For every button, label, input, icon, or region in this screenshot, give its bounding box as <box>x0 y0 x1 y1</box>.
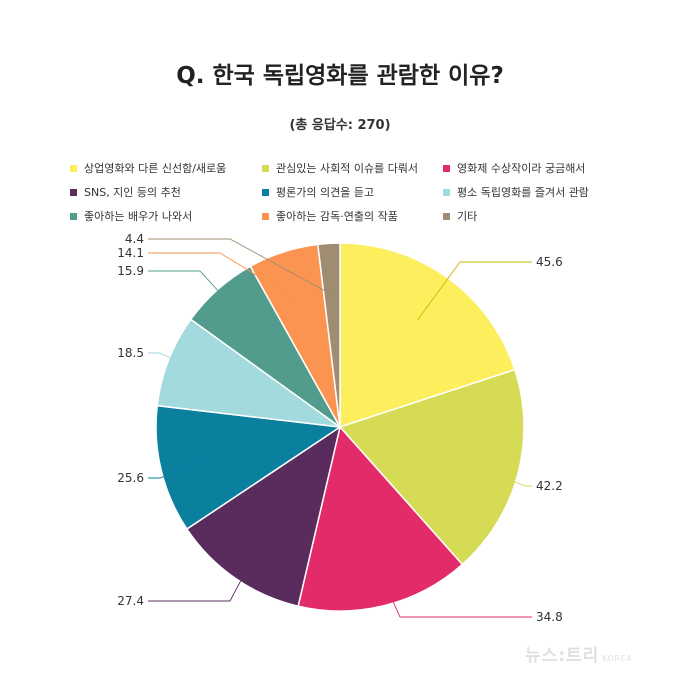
legend-item-6: 좋아하는 배우가 나와서 <box>70 208 192 224</box>
legend-swatch-7 <box>262 212 269 220</box>
legend-label-2: 영화제 수상작이라 궁금해서 <box>457 162 586 175</box>
chart-title: Q. 한국 독립영화를 관람한 이유? <box>176 63 504 89</box>
legend-item-7: 좋아하는 감독·연출의 작품 <box>262 208 398 224</box>
data-label-4: 25.6 <box>117 471 144 485</box>
watermark: 뉴스:트리 KOREA <box>525 641 632 666</box>
leader-line-7 <box>148 252 300 302</box>
watermark-sub-text: KOREA <box>602 654 632 663</box>
data-label-3: 27.4 <box>117 594 144 608</box>
legend-label-3: SNS, 지인 등의 추천 <box>84 186 181 199</box>
chart-subtitle: (총 응답수: 270) <box>289 118 391 133</box>
data-label-8: 4.4 <box>125 232 144 246</box>
data-label-6: 15.9 <box>117 264 144 278</box>
leader-line-3 <box>148 535 265 602</box>
leader-line-6 <box>148 270 253 329</box>
legend-item-1: 관심있는 사회적 이슈를 다뤄서 <box>262 160 418 176</box>
data-label-0: 45.6 <box>536 255 563 269</box>
leader-line-4 <box>148 457 212 479</box>
legend-item-2: 영화제 수상작이라 궁금해서 <box>443 160 585 176</box>
legend-swatch-5 <box>443 188 450 196</box>
legend-label-8: 기타 <box>457 210 478 223</box>
data-label-5: 18.5 <box>117 346 144 360</box>
data-label-7: 14.1 <box>117 246 144 260</box>
pie-slice-5 <box>156 318 343 429</box>
watermark-logo-text: 뉴스:트리 <box>524 646 600 666</box>
data-label-1: 42.2 <box>536 479 563 493</box>
leader-line-8 <box>148 238 333 296</box>
legend-swatch-3 <box>70 188 77 196</box>
leader-line-5 <box>148 352 217 380</box>
leader-line-1 <box>467 461 532 487</box>
data-label-2: 34.8 <box>536 610 563 624</box>
legend-item-3: SNS, 지인 등의 추천 <box>70 184 181 200</box>
legend-swatch-1 <box>262 164 269 172</box>
legend-label-1: 관심있는 사회적 이슈를 다뤄서 <box>276 162 419 175</box>
legend-item-5: 평소 독립영화를 즐겨서 관람 <box>443 184 589 200</box>
legend-label-4: 평론가의 의견을 듣고 <box>276 186 375 199</box>
legend-swatch-4 <box>262 188 269 196</box>
legend-swatch-6 <box>70 212 77 220</box>
legend-item-8: 기타 <box>443 208 477 224</box>
legend-swatch-2 <box>443 164 450 172</box>
legend-swatch-8 <box>443 212 450 220</box>
legend-item-0: 상업영화와 다른 신선함/새로움 <box>70 160 226 176</box>
legend-label-0: 상업영화와 다른 신선함/새로움 <box>84 162 227 175</box>
pie-slice-2 <box>297 425 464 612</box>
legend-swatch-0 <box>70 164 77 172</box>
pie-slice-3 <box>185 425 342 608</box>
legend-label-7: 좋아하는 감독·연출의 작품 <box>276 210 398 223</box>
pie-slice-4 <box>155 404 343 531</box>
leader-line-2 <box>372 555 532 618</box>
legend-item-4: 평론가의 의견을 듣고 <box>262 184 374 200</box>
pie-slice-8 <box>316 242 341 428</box>
legend-label-6: 좋아하는 배우가 나와서 <box>84 210 193 223</box>
pie-slice-1 <box>338 368 525 566</box>
leader-line-0 <box>417 261 532 320</box>
legend-label-5: 평소 독립영화를 즐겨서 관람 <box>457 186 589 199</box>
